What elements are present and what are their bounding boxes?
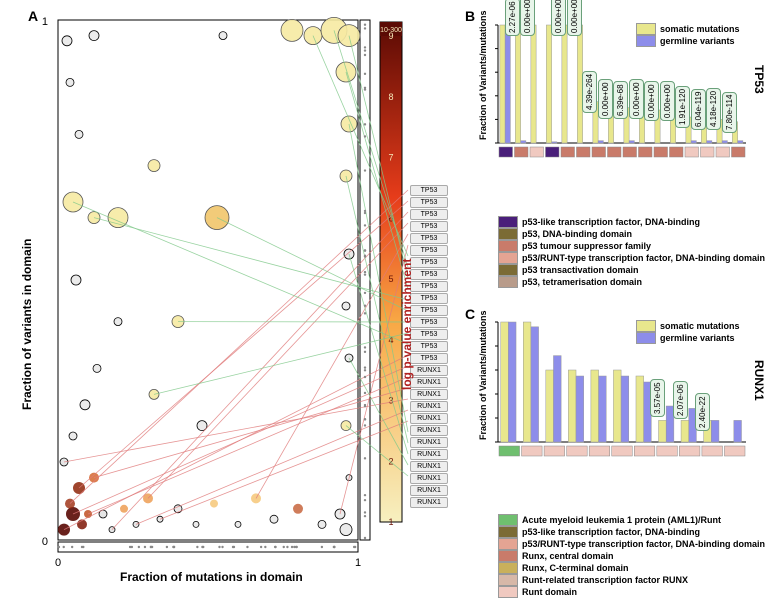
gene-tag: TP53 [410,257,448,268]
svg-text:0: 0 [55,557,61,569]
panel-a-xlabel: Fraction of mutations in domain [120,570,303,584]
svg-text:0: 0 [42,536,48,548]
domain-legend-item: Runt domain [498,586,765,598]
gene-tag: TP53 [410,233,448,244]
domain-legend-item: p53, tetramerisation domain [498,276,765,288]
domain-legend-item: p53-like transcription factor, DNA-bindi… [498,526,765,538]
svg-text:1: 1 [388,517,393,527]
svg-text:9: 9 [388,31,393,41]
domain-legend-item: p53 tumour suppressor family [498,240,765,252]
svg-text:5: 5 [388,274,393,284]
panel-b-series-legend: somatic mutationsgermline variants [636,23,740,47]
gene-tag: TP53 [410,329,448,340]
gene-tag: RUNX1 [410,449,448,460]
panel-c-ylabel: Fraction of Variants/mutations [478,310,488,440]
gene-tag: TP53 [410,209,448,220]
domain-legend-item: p53/RUNT-type transcription factor, DNA-… [498,252,765,264]
domain-legend-item: Runx, C-terminal domain [498,562,765,574]
gene-tag: RUNX1 [410,413,448,424]
panel-c-domain-legend: Acute myeloid leukemia 1 protein (AML1)/… [498,514,765,598]
domain-legend-item: Acute myeloid leukemia 1 protein (AML1)/… [498,514,765,526]
domain-legend-item: p53-like transcription factor, DNA-bindi… [498,216,765,228]
gene-tag: RUNX1 [410,497,448,508]
gene-tag: TP53 [410,353,448,364]
gene-tag: RUNX1 [410,425,448,436]
panel-a-ylabel: Fraction of variants in domain [20,239,34,410]
domain-legend-item: Runx, central domain [498,550,765,562]
svg-text:1: 1 [42,16,48,28]
series-legend-item: somatic mutations [636,23,740,35]
panel-b-domain-legend: p53-like transcription factor, DNA-bindi… [498,216,765,288]
panel-b-ylabel: Fraction of Variants/mutations [478,10,488,140]
domain-legend-item: p53/RUNT-type transcription factor, DNA-… [498,538,765,550]
gene-tag-list: TP53TP53TP53TP53TP53TP53TP53TP53TP53TP53… [410,185,448,509]
colorbar-label: log p-value enrichment [400,259,414,390]
gene-tag: RUNX1 [410,389,448,400]
gene-tag: TP53 [410,341,448,352]
svg-text:7: 7 [388,153,393,163]
svg-text:1: 1 [355,557,361,569]
series-legend-item: germline variants [636,35,740,47]
domain-legend-item: p53, DNA-binding domain [498,228,765,240]
gene-tag: TP53 [410,221,448,232]
svg-text:8: 8 [388,92,393,102]
gene-tag: RUNX1 [410,365,448,376]
gene-tag: RUNX1 [410,437,448,448]
domain-legend-item: p53 transactivation domain [498,264,765,276]
gene-tag: TP53 [410,293,448,304]
gene-tag: RUNX1 [410,461,448,472]
gene-tag: TP53 [410,305,448,316]
domain-legend-item: Runt-related transcription factor RUNX [498,574,765,586]
gene-tag: TP53 [410,281,448,292]
gene-tag: RUNX1 [410,377,448,388]
series-legend-item: somatic mutations [636,320,740,332]
gene-tag: TP53 [410,245,448,256]
panel-c-series-legend: somatic mutationsgermline variants [636,320,740,344]
gene-tag: RUNX1 [410,401,448,412]
gene-tag: TP53 [410,185,448,196]
gene-tag: TP53 [410,197,448,208]
gene-tag: RUNX1 [410,485,448,496]
gene-tag: TP53 [410,317,448,328]
gene-tag: TP53 [410,269,448,280]
gene-tag: RUNX1 [410,473,448,484]
series-legend-item: germline variants [636,332,740,344]
